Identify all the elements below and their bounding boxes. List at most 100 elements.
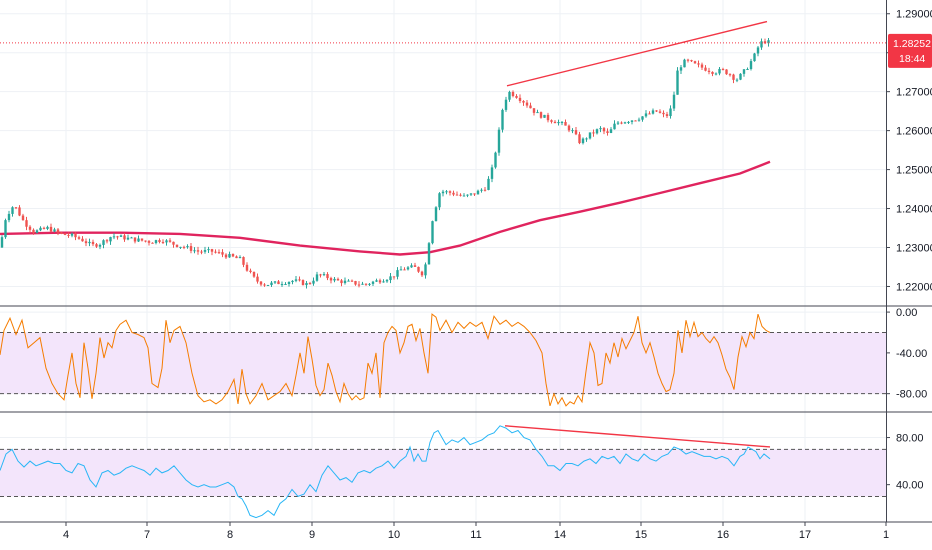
candle-body[interactable] xyxy=(238,257,242,259)
candle-body[interactable] xyxy=(123,235,126,240)
candle-body[interactable] xyxy=(403,269,406,271)
candle-body[interactable] xyxy=(298,279,301,281)
candle-body[interactable] xyxy=(515,96,518,98)
candle-body[interactable] xyxy=(700,64,704,68)
candle-body[interactable] xyxy=(165,240,168,243)
candle-body[interactable] xyxy=(266,285,270,287)
candle-body[interactable] xyxy=(487,178,490,190)
candle-body[interactable] xyxy=(445,191,448,193)
rsi-trendline[interactable] xyxy=(504,425,771,448)
candle-body[interactable] xyxy=(228,253,231,258)
candle-body[interactable] xyxy=(214,251,217,253)
candle-body[interactable] xyxy=(697,63,700,65)
candle-body[interactable] xyxy=(186,246,189,248)
candle-body[interactable] xyxy=(39,227,42,231)
price-trendline[interactable] xyxy=(506,20,768,87)
candle-body[interactable] xyxy=(308,283,312,285)
candle-body[interactable] xyxy=(273,281,277,283)
candle-body[interactable] xyxy=(441,191,445,194)
candle-body[interactable] xyxy=(602,128,606,132)
candle-body[interactable] xyxy=(385,280,389,282)
candles[interactable] xyxy=(0,37,770,289)
candle-body[interactable] xyxy=(256,276,259,282)
candle-body[interactable] xyxy=(578,134,581,144)
candle-body[interactable] xyxy=(581,138,585,144)
candle-body[interactable] xyxy=(511,91,515,97)
candle-body[interactable] xyxy=(154,240,158,243)
candle-body[interactable] xyxy=(361,283,364,285)
price-pane[interactable] xyxy=(0,20,771,289)
candle-body[interactable] xyxy=(459,194,462,196)
candle-body[interactable] xyxy=(539,112,543,118)
candle-body[interactable] xyxy=(732,74,735,80)
candle-body[interactable] xyxy=(497,129,501,153)
candle-body[interactable] xyxy=(63,233,67,235)
candle-body[interactable] xyxy=(137,238,140,242)
candle-body[interactable] xyxy=(431,221,434,244)
candle-body[interactable] xyxy=(42,227,46,229)
candle-body[interactable] xyxy=(336,278,340,281)
candle-body[interactable] xyxy=(133,237,137,242)
candle-body[interactable] xyxy=(221,252,224,255)
candle-body[interactable] xyxy=(462,195,466,197)
candle-body[interactable] xyxy=(326,274,329,279)
candle-body[interactable] xyxy=(476,190,480,195)
moving-average-line[interactable] xyxy=(0,160,771,256)
candle-body[interactable] xyxy=(620,122,623,124)
candle-body[interactable] xyxy=(529,105,532,109)
candle-body[interactable] xyxy=(14,207,18,209)
candle-body[interactable] xyxy=(592,132,595,134)
candle-body[interactable] xyxy=(333,278,336,281)
candle-body[interactable] xyxy=(350,280,354,282)
candle-body[interactable] xyxy=(343,280,347,284)
candle-body[interactable] xyxy=(490,167,494,179)
candle-body[interactable] xyxy=(560,122,564,124)
candle-body[interactable] xyxy=(375,280,378,282)
candle-body[interactable] xyxy=(119,235,123,237)
candle-body[interactable] xyxy=(21,215,25,221)
candle-body[interactable] xyxy=(721,68,725,70)
candle-body[interactable] xyxy=(662,112,665,115)
candle-body[interactable] xyxy=(172,241,175,245)
candle-body[interactable] xyxy=(644,113,648,117)
candle-body[interactable] xyxy=(277,281,280,285)
candle-body[interactable] xyxy=(518,97,522,101)
candle-body[interactable] xyxy=(53,229,56,232)
candle-body[interactable] xyxy=(7,213,11,221)
candle-body[interactable] xyxy=(378,280,382,283)
candle-body[interactable] xyxy=(536,112,539,114)
candle-body[interactable] xyxy=(210,249,214,252)
candle-body[interactable] xyxy=(84,241,88,244)
candle-body[interactable] xyxy=(46,226,49,229)
candle-body[interactable] xyxy=(28,226,32,230)
candle-body[interactable] xyxy=(683,59,686,68)
candle-body[interactable] xyxy=(585,138,588,140)
candle-body[interactable] xyxy=(179,246,182,248)
candle-body[interactable] xyxy=(193,250,196,252)
candle-body[interactable] xyxy=(32,229,35,233)
candle-body[interactable] xyxy=(508,91,511,100)
candle-body[interactable] xyxy=(294,279,298,281)
candle-body[interactable] xyxy=(196,250,200,252)
candle-body[interactable] xyxy=(280,284,284,286)
candle-body[interactable] xyxy=(424,264,427,276)
candle-body[interactable] xyxy=(480,189,483,191)
candle-body[interactable] xyxy=(543,114,546,118)
candle-body[interactable] xyxy=(259,281,263,285)
candle-body[interactable] xyxy=(25,220,28,227)
candle-body[interactable] xyxy=(147,241,151,243)
candle-body[interactable] xyxy=(18,207,21,216)
candle-body[interactable] xyxy=(658,111,662,113)
candle-body[interactable] xyxy=(319,274,322,276)
candle-body[interactable] xyxy=(473,193,476,195)
candle-body[interactable] xyxy=(315,274,319,281)
candle-body[interactable] xyxy=(95,244,98,247)
candle-body[interactable] xyxy=(91,241,95,245)
candle-body[interactable] xyxy=(725,69,728,75)
candle-body[interactable] xyxy=(672,94,676,109)
candle-body[interactable] xyxy=(749,61,753,70)
candle-body[interactable] xyxy=(767,40,770,44)
candle-body[interactable] xyxy=(676,70,679,95)
candle-body[interactable] xyxy=(98,244,102,247)
